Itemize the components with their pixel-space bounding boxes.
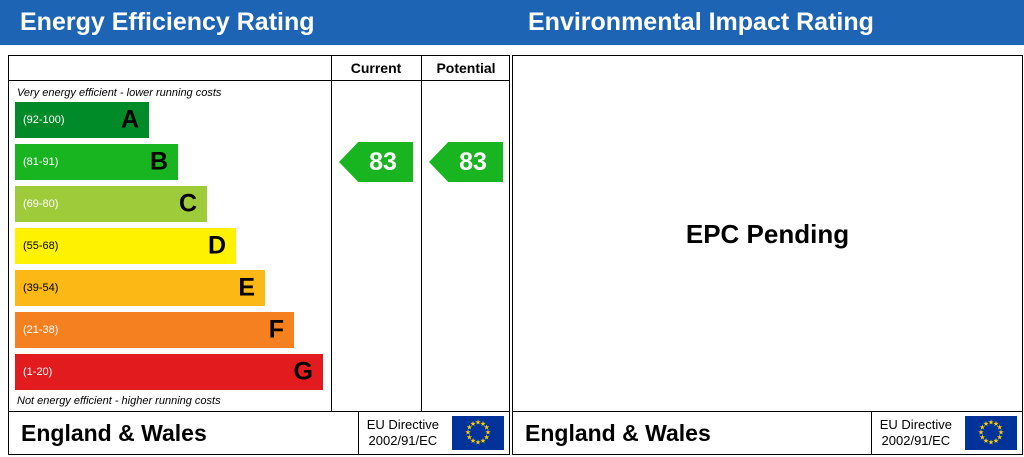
svg-text:★: ★ [485,429,491,437]
region-label: England & Wales [21,419,207,446]
right-footer: England & Wales EU Directive 2002/91/EC … [513,411,1022,454]
current-column-header: Current [350,60,402,76]
svg-text:★: ★ [475,439,481,447]
band-letter: G [293,357,313,386]
band-letter: C [178,189,197,218]
current-column-divider [331,56,332,413]
svg-text:★: ★ [466,424,472,432]
band-bar-A: (92-100) A [15,102,149,138]
svg-text:★: ★ [983,437,989,445]
svg-text:★: ★ [993,437,999,445]
svg-text:★: ★ [988,439,994,447]
potential-column-divider [421,56,422,413]
svg-text:★: ★ [470,420,476,428]
current-rating-arrow: 83 [339,142,413,182]
band-range-label: (39-54) [23,282,59,294]
eu-flag-icon: ★★★★★★★★★★★★ [452,416,504,450]
band-row-D: (55-68) D [15,228,331,270]
band-range-label: (1-20) [23,366,53,378]
svg-text:★: ★ [979,434,985,442]
pending-area: EPC Pending [513,56,1022,413]
svg-text:★: ★ [480,420,486,428]
band-range-label: (69-80) [23,198,59,210]
svg-text:★: ★ [993,420,999,428]
svg-text:★: ★ [988,419,994,427]
epc-pending-label: EPC Pending [685,219,850,249]
column-header-row: Current Potential [9,56,509,81]
region-label: England & Wales [525,419,711,446]
eu-directive-line1: EU Directive [366,417,439,432]
svg-text:★: ★ [466,434,472,442]
svg-text:★: ★ [470,437,476,445]
band-bar-B: (81-91) B [15,144,178,180]
svg-text:★: ★ [997,424,1003,432]
band-row-A: (92-100) A [15,102,331,144]
band-bar-G: (1-20) G [15,354,323,390]
band-row-E: (39-54) E [15,270,331,312]
band-row-G: (1-20) G [15,354,331,396]
energy-rating-title: Energy Efficiency Rating [20,8,315,36]
potential-column-header: Potential [436,60,496,76]
svg-text:★: ★ [475,419,481,427]
svg-text:★: ★ [997,434,1003,442]
band-range-label: (21-38) [23,324,59,336]
environmental-rating-panel: EPC Pending England & Wales EU Directive… [512,55,1023,455]
eu-directive-line2: 2002/91/EC [881,433,951,448]
band-range-label: (55-68) [23,240,59,252]
eu-flag-cell: ★ ★ ★ ★ ★ ★ ★ ★ ★ ★ ★ ★ [447,412,509,454]
svg-text:★: ★ [983,420,989,428]
environmental-rating-title: Environmental Impact Rating [528,8,874,36]
band-letter: A [120,105,139,134]
eu-directive-line2: 2002/91/EC [368,433,438,448]
svg-text:★: ★ [998,429,1004,437]
band-range-label: (81-91) [23,156,59,168]
top-note: Very energy efficient - lower running co… [17,87,222,99]
band-bar-D: (55-68) D [15,228,236,264]
bottom-note: Not energy efficient - higher running co… [17,395,221,407]
eu-directive-label: EU Directive 2002/91/EC [357,412,447,454]
band-bar-C: (69-80) C [15,186,207,222]
svg-text:★: ★ [484,424,490,432]
band-bar-F: (21-38) F [15,312,294,348]
band-row-B: (81-91) B [15,144,331,186]
eu-directive-line1: EU Directive [879,417,952,432]
header-bar: Energy Efficiency Rating Environmental I… [0,0,1024,45]
band-row-C: (69-80) C [15,186,331,228]
band-row-F: (21-38) F [15,312,331,354]
left-footer: England & Wales EU Directive 2002/91/EC … [9,411,509,454]
potential-rating-arrow: 83 [429,142,503,182]
svg-text:★: ★ [484,434,490,442]
band-letter: F [268,315,284,344]
eu-flag-cell: ★ ★ ★ ★ ★ ★ ★ ★ ★ ★ ★ ★ [960,412,1022,454]
eu-directive-label: EU Directive 2002/91/EC [870,412,960,454]
band-range-label: (92-100) [23,114,65,126]
band-bar-E: (39-54) E [15,270,265,306]
band-letter: D [207,231,226,260]
svg-text:★: ★ [978,429,984,437]
eu-flag-icon: ★★★★★★★★★★★★ [965,416,1017,450]
svg-text:★: ★ [979,424,985,432]
band-letter: B [149,147,168,176]
bands: (92-100) A (81-91) B (69-80) C (55-68) D (39-54)… [15,102,331,396]
energy-rating-panel: Current Potential Very energy efficient … [8,55,510,455]
svg-text:★: ★ [465,429,471,437]
svg-text:★: ★ [480,437,486,445]
band-letter: E [238,273,255,302]
